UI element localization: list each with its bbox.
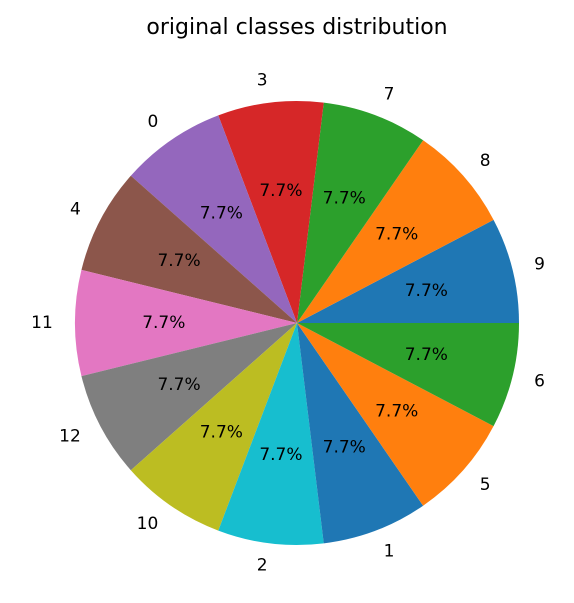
category-label-3: 3 (257, 71, 268, 91)
category-label-10: 10 (137, 514, 159, 534)
pie-wedges (74, 101, 519, 545)
category-label-0: 0 (147, 112, 158, 132)
percent-label-9: 7.7% (405, 281, 448, 301)
pie-slice-5 (297, 323, 494, 506)
category-label-5: 5 (480, 475, 491, 495)
category-label-1: 1 (384, 541, 395, 561)
pie-slice-12 (81, 323, 297, 471)
pie-slice-9 (297, 219, 519, 323)
category-labels: 9 8 7 3 0 4 11 12 10 2 1 5 6 (31, 71, 545, 576)
pie-slice-1 (297, 323, 424, 544)
percent-label-4: 7.7% (157, 251, 200, 271)
category-label-8: 8 (480, 151, 491, 171)
pie-slice-11 (74, 269, 297, 377)
category-label-6: 6 (534, 371, 545, 391)
pie-slice-4 (81, 175, 297, 323)
chart-title: original classes distribution (146, 15, 447, 40)
category-label-7: 7 (384, 85, 395, 105)
percent-label-11: 7.7% (142, 313, 185, 333)
percent-label-12: 7.7% (157, 375, 200, 395)
percent-label-6: 7.7% (405, 345, 448, 365)
pie-slice-2 (218, 323, 324, 545)
pie-slice-6 (297, 323, 519, 427)
category-label-12: 12 (59, 426, 81, 446)
category-label-11: 11 (31, 313, 53, 333)
category-label-2: 2 (257, 555, 268, 575)
percent-label-2: 7.7% (259, 445, 302, 465)
category-label-4: 4 (70, 200, 81, 220)
percent-labels: 7.7% 7.7% 7.7% 7.7% 7.7% 7.7% 7.7% 7.7% 7.7% 7.7%… (142, 181, 448, 465)
pie-slice-7 (297, 102, 424, 324)
pie-slice-3 (218, 101, 324, 324)
percent-label-8: 7.7% (375, 225, 418, 245)
pie-slice-10 (130, 323, 297, 531)
category-label-9: 9 (534, 255, 545, 275)
percent-label-10: 7.7% (200, 423, 243, 443)
pie-slice-8 (297, 140, 494, 323)
percent-label-5: 7.7% (375, 401, 418, 421)
percent-label-0: 7.7% (200, 203, 243, 223)
pie-slice-0 (130, 115, 297, 323)
percent-label-1: 7.7% (323, 438, 366, 458)
percent-label-3: 7.7% (259, 181, 302, 201)
percent-label-7: 7.7% (323, 188, 366, 208)
